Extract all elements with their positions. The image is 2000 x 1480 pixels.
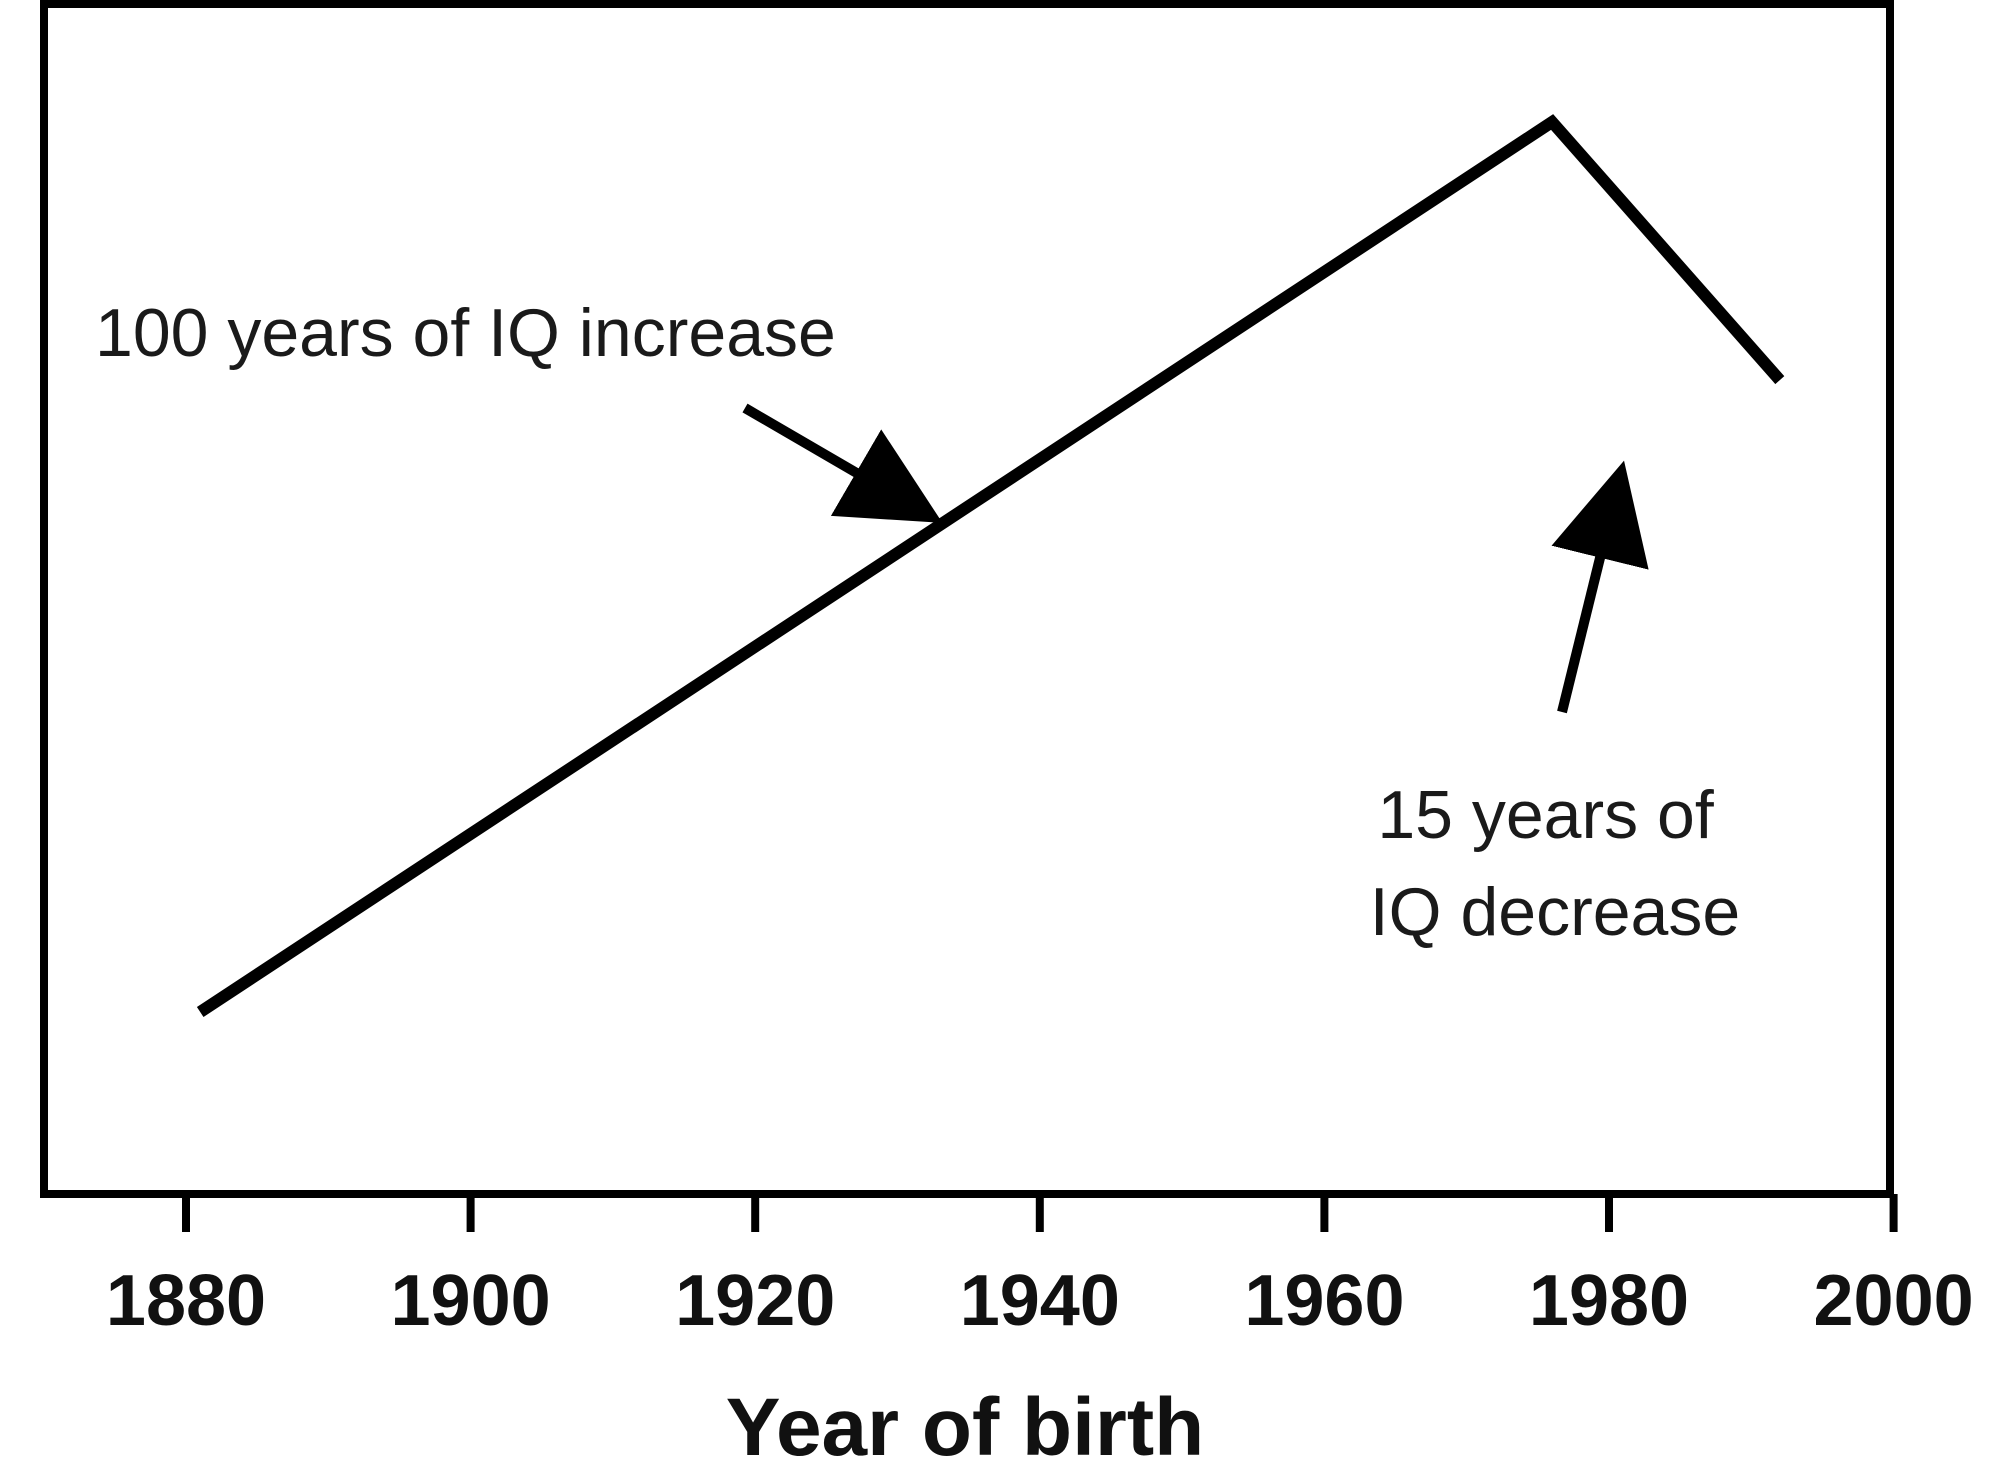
x-tick-label-1920: 1920 [675,1261,835,1341]
x-axis-ticks [182,1194,1898,1232]
annotation-increase-arrow [742,403,943,523]
x-tick-label-1960: 1960 [1244,1261,1404,1341]
x-axis-tick-labels: 1880 1900 1920 1940 1960 1980 2000 [106,1261,1974,1341]
series-line [196,114,1785,1018]
annotation-decrease-line-2: IQ decrease [1370,874,1740,950]
annotation-decrease-label: 15 years of IQ decrease [1370,777,1740,950]
annotation-increase-label: 100 years of IQ increase [95,295,836,371]
annotation-decrease-arrow [1551,460,1649,714]
annotation-decrease-line-1: 15 years of [1377,777,1714,853]
x-tick-label-1980: 1980 [1529,1261,1689,1341]
x-axis-title: Year of birth [726,1382,1204,1473]
plot-frame [40,0,1894,1198]
x-tick-label-2000: 2000 [1814,1261,1974,1341]
x-tick-label-1880: 1880 [106,1261,266,1341]
x-tick-label-1900: 1900 [391,1261,551,1341]
x-tick-label-1940: 1940 [960,1261,1120,1341]
